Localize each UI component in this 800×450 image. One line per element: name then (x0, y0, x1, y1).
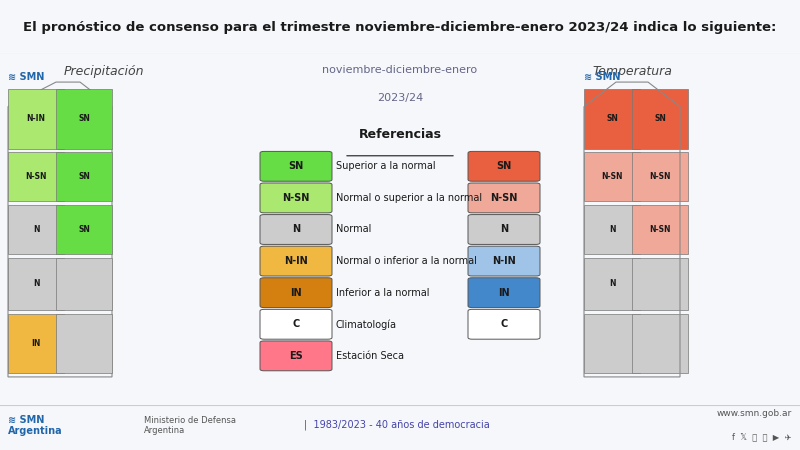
Bar (56, 89, 112, 149)
Text: N-SN: N-SN (650, 225, 670, 234)
Bar (584, 257, 640, 310)
Text: ES: ES (289, 351, 303, 361)
Bar (8, 89, 64, 149)
Text: |  1983/2023 - 40 años de democracia: | 1983/2023 - 40 años de democracia (304, 420, 490, 431)
Bar (584, 205, 640, 254)
Text: N-IN: N-IN (284, 256, 308, 266)
Text: SN: SN (496, 161, 512, 171)
Text: ≋ SMN: ≋ SMN (8, 72, 44, 81)
Text: N-SN: N-SN (282, 193, 310, 203)
Text: C: C (292, 319, 300, 329)
Text: Estación Seca: Estación Seca (336, 351, 404, 361)
Bar (584, 314, 640, 374)
Bar (56, 314, 112, 374)
Text: N-SN: N-SN (26, 172, 46, 181)
FancyBboxPatch shape (468, 246, 540, 276)
Bar (632, 89, 688, 149)
Bar (632, 152, 688, 202)
Text: N: N (609, 225, 615, 234)
Bar (632, 205, 688, 254)
Text: N: N (33, 279, 39, 288)
Text: SN: SN (78, 114, 90, 123)
Text: N-SN: N-SN (602, 172, 622, 181)
Text: Normal o inferior a la normal: Normal o inferior a la normal (336, 256, 477, 266)
Text: N: N (609, 279, 615, 288)
Bar (8, 152, 64, 202)
Text: Climatología: Climatología (336, 319, 397, 329)
FancyBboxPatch shape (468, 215, 540, 244)
Text: SN: SN (78, 172, 90, 181)
FancyBboxPatch shape (468, 183, 540, 213)
Bar (632, 257, 688, 310)
Text: N-IN: N-IN (26, 114, 46, 123)
Text: IN: IN (290, 288, 302, 298)
Bar (56, 152, 112, 202)
Text: Temperatura: Temperatura (592, 64, 672, 77)
Text: SN: SN (654, 114, 666, 123)
Text: Inferior a la normal: Inferior a la normal (336, 288, 430, 298)
Text: SN: SN (288, 161, 304, 171)
Bar (584, 89, 640, 149)
FancyBboxPatch shape (260, 309, 332, 339)
Bar (8, 205, 64, 254)
Text: C: C (500, 319, 508, 329)
Bar (56, 257, 112, 310)
Bar (56, 205, 112, 254)
Text: Normal o superior a la normal: Normal o superior a la normal (336, 193, 482, 203)
FancyBboxPatch shape (260, 341, 332, 371)
Text: IN: IN (498, 288, 510, 298)
FancyBboxPatch shape (260, 246, 332, 276)
Text: Superior a la normal: Superior a la normal (336, 161, 436, 171)
Bar (632, 314, 688, 374)
Text: El pronóstico de consenso para el trimestre noviembre-diciembre-enero 2023/24 in: El pronóstico de consenso para el trimes… (23, 21, 777, 33)
Text: www.smn.gob.ar: www.smn.gob.ar (717, 410, 792, 418)
FancyBboxPatch shape (260, 278, 332, 308)
Bar (8, 257, 64, 310)
Text: N: N (33, 225, 39, 234)
Text: N-SN: N-SN (650, 172, 670, 181)
Text: f  𝕏  📷  📸  ▶  ✈: f 𝕏 📷 📸 ▶ ✈ (733, 432, 792, 441)
Text: Normal: Normal (336, 225, 371, 234)
Text: IN: IN (31, 339, 41, 348)
Text: N-SN: N-SN (490, 193, 518, 203)
Bar (584, 152, 640, 202)
Text: N: N (292, 225, 300, 234)
Text: ≋ SMN
Argentina: ≋ SMN Argentina (8, 414, 62, 436)
Text: Precipitación: Precipitación (64, 64, 144, 77)
FancyBboxPatch shape (468, 151, 540, 181)
Text: N: N (500, 225, 508, 234)
Text: noviembre-diciembre-enero: noviembre-diciembre-enero (322, 64, 478, 75)
Text: Ministerio de Defensa
Argentina: Ministerio de Defensa Argentina (144, 415, 236, 435)
FancyBboxPatch shape (468, 309, 540, 339)
Text: SN: SN (78, 225, 90, 234)
Text: 2023/24: 2023/24 (377, 93, 423, 103)
FancyBboxPatch shape (260, 183, 332, 213)
Text: N-IN: N-IN (492, 256, 516, 266)
FancyBboxPatch shape (260, 151, 332, 181)
Text: SN: SN (606, 114, 618, 123)
FancyBboxPatch shape (260, 215, 332, 244)
Text: Referencias: Referencias (358, 128, 442, 141)
Bar (8, 314, 64, 374)
Text: ≋ SMN: ≋ SMN (584, 72, 620, 81)
FancyBboxPatch shape (468, 278, 540, 308)
